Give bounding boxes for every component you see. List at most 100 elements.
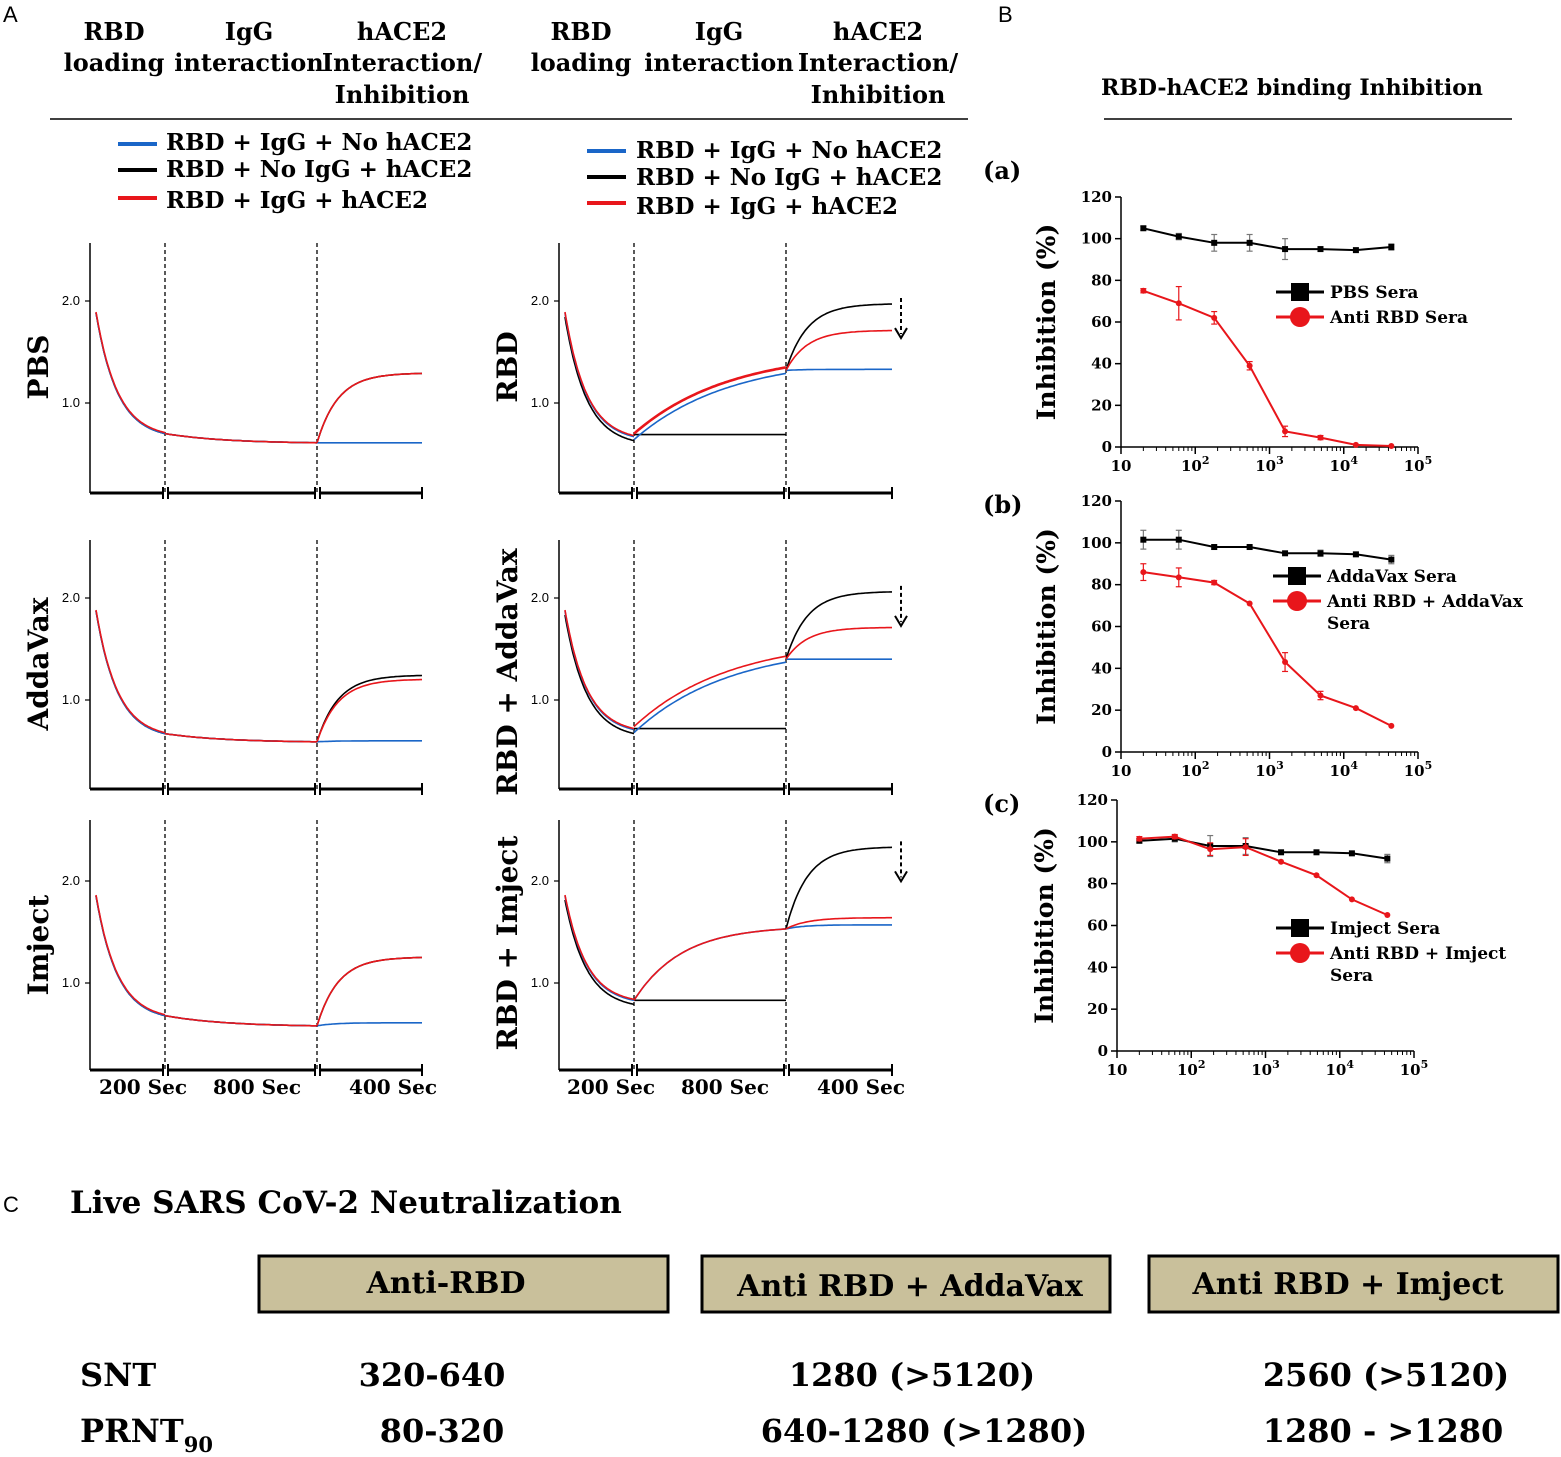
subpanel-label: (a)	[983, 156, 1021, 185]
panel-c-title: Live SARS CoV-2 Neutralization	[70, 1185, 622, 1221]
series-line	[1143, 289, 1392, 447]
inhibition-chart: (b) 0 20 40 60 80 100 120 10 102 103 104 105 Inhibiti…	[983, 490, 1524, 780]
panel-letter-b: B	[998, 2, 1013, 27]
header-igg-l2: interaction	[174, 48, 323, 77]
trace-ace-blue	[785, 924, 892, 930]
sensorgram-panel: 1.0 2.0	[531, 820, 908, 1076]
legend-marker	[1291, 283, 1309, 301]
series-line	[1143, 571, 1392, 727]
y-tick-label: 1.0	[62, 395, 80, 410]
x-tick-exponent: 2	[1198, 1058, 1206, 1071]
trace-igg-blue	[633, 928, 787, 1001]
legend-marker	[1291, 919, 1309, 937]
legend-label-2: RBD + No IgG + hACE2	[636, 164, 942, 191]
data-point	[1175, 574, 1182, 581]
y-axis-label: Inhibition (%)	[1032, 224, 1061, 421]
y-tick-label: 20	[1091, 396, 1112, 414]
series-line	[1143, 227, 1392, 252]
x-tick-exponent: 3	[1276, 454, 1284, 467]
legend-marker	[1290, 943, 1310, 963]
y-tick-label: 80	[1087, 875, 1108, 893]
y-tick-label: 40	[1087, 958, 1108, 976]
y-tick-label: 20	[1087, 1000, 1108, 1018]
row-label-snt: SNT	[80, 1356, 156, 1394]
row-label-rbd: RBD	[491, 331, 524, 402]
y-tick-label: 1.0	[531, 395, 549, 410]
trace-load-red	[564, 609, 635, 730]
x-tick-label: 102	[1181, 759, 1210, 780]
data-point	[1282, 550, 1289, 557]
trace-load-red	[95, 894, 166, 1016]
x-tick-label: 105	[1400, 1058, 1429, 1079]
series-line	[1143, 538, 1392, 561]
trace-ace-red	[316, 678, 422, 743]
trace-load-blue	[564, 312, 635, 438]
header-igg-r1: IgG	[695, 17, 744, 46]
legend-label: Imject Sera	[1330, 919, 1440, 939]
y-tick-label: 120	[1081, 492, 1112, 510]
data-point	[1171, 833, 1178, 840]
data-point	[1207, 846, 1214, 853]
trace-load-blue	[95, 312, 166, 435]
trace-load-black	[95, 312, 166, 435]
data-point	[1348, 896, 1355, 903]
row-label-rbd-addavax: RBD + AddaVax	[491, 548, 524, 795]
row-label-pbs: PBS	[22, 335, 55, 400]
sensorgram-panel: 1.0 2.0	[62, 243, 423, 499]
x-tick-label: 105	[1404, 759, 1433, 780]
data-point	[1388, 442, 1395, 449]
data-point	[1313, 872, 1320, 879]
trace-ace-black	[316, 372, 423, 444]
inhibition-arrow-head	[894, 615, 908, 628]
trace-igg-red	[633, 928, 787, 1001]
data-point	[1246, 600, 1253, 607]
legend-a-left: RBD + IgG + No hACE2 RBD + No IgG + hACE…	[118, 129, 472, 214]
phase-headers-right: RBD loading IgG interaction hACE2 Intera…	[531, 17, 959, 109]
y-tick-label: 60	[1091, 313, 1112, 331]
column-box-anti-rbd	[257, 1254, 670, 1314]
header-igg-r2: interaction	[644, 48, 793, 77]
data-point	[1352, 247, 1359, 254]
header-hace2-r1: hACE2	[833, 17, 923, 46]
header-rbd-loading-l1: RBD	[83, 17, 144, 46]
x-labels-left: 200 Sec 800 Sec 400 Sec	[99, 1075, 437, 1099]
y-tick-label: 120	[1077, 791, 1108, 809]
row-labels-right: RBD RBD + AddaVax RBD + Imject	[491, 331, 524, 1050]
x-tick-label: 105	[1404, 454, 1433, 475]
header-hace2-l1: hACE2	[357, 17, 447, 46]
prnt-main: PRNT	[80, 1412, 184, 1450]
x-tick-exponent: 4	[1346, 1058, 1354, 1071]
row-label-addavax: AddaVax	[22, 597, 55, 731]
x-label-200: 200 Sec	[99, 1075, 187, 1099]
y-tick-label: 2.0	[531, 590, 549, 605]
trace-ace-black	[316, 956, 422, 1027]
sensorgram-panel: 1.0 2.0	[62, 820, 423, 1076]
x-tick-label: 104	[1329, 454, 1358, 475]
x-tick-label: 104	[1329, 759, 1358, 780]
y-tick-label: 2.0	[62, 590, 80, 605]
y-tick-label: 60	[1091, 618, 1112, 636]
legend-label-3: RBD + IgG + hACE2	[166, 187, 428, 214]
trace-igg-blue	[633, 661, 787, 734]
phase-headers-left: RBD loading IgG interaction hACE2 Intera…	[64, 17, 483, 109]
y-tick-label: 120	[1081, 188, 1112, 206]
prnt-subscript: 90	[184, 1432, 213, 1453]
data-point	[1313, 849, 1320, 856]
data-point	[1140, 569, 1147, 576]
x-tick-exponent: 2	[1202, 454, 1210, 467]
data-point	[1388, 722, 1395, 729]
data-point	[1282, 659, 1289, 666]
data-point	[1278, 849, 1285, 856]
trace-load-red	[95, 609, 166, 734]
data-point	[1175, 233, 1182, 240]
panel-letter-a: A	[3, 2, 18, 27]
legend-label: Anti RBD + AddaVax	[1326, 592, 1524, 612]
legend-label-3: RBD + IgG + hACE2	[636, 193, 898, 220]
y-tick-label: 100	[1081, 230, 1112, 248]
y-tick-label: 0	[1098, 1042, 1108, 1060]
legend-label-2: RBD + No IgG + hACE2	[166, 156, 472, 183]
data-point	[1278, 858, 1285, 865]
y-tick-label: 2.0	[62, 873, 80, 888]
x-tick-label: 103	[1251, 1058, 1280, 1079]
